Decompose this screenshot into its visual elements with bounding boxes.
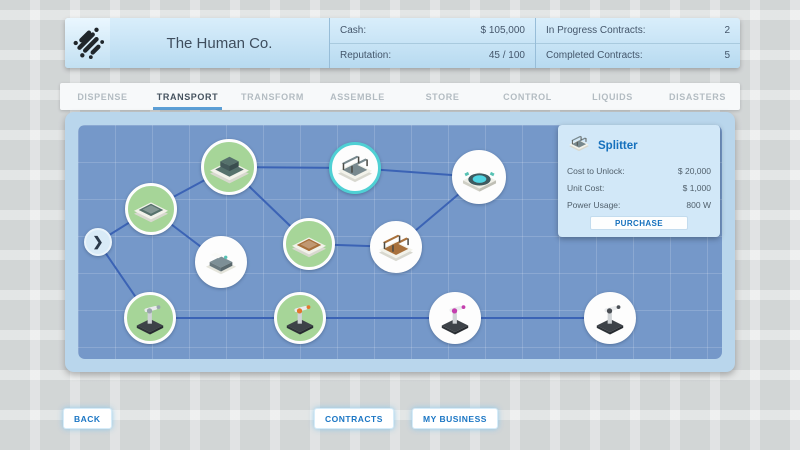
splitter-icon (375, 230, 417, 264)
tech-node-splitter2[interactable] (370, 221, 422, 273)
cash-row: Cash: $ 105,000 (330, 18, 535, 43)
completed-contracts-value: 5 (724, 50, 730, 62)
unit-cost-value: $ 1,000 (682, 182, 711, 193)
tab-store[interactable]: STORE (425, 91, 460, 102)
tab-control[interactable]: CONTROL (503, 91, 552, 102)
company-name: The Human Co. (110, 18, 330, 68)
company-logo (65, 18, 110, 68)
completed-contracts-row: Completed Contracts: 5 (536, 42, 740, 69)
tab-transform[interactable]: TRANSFORM (241, 91, 304, 102)
tech-node-machine1[interactable] (195, 236, 247, 288)
power-usage-label: Power Usage: (567, 199, 621, 210)
tech-node-arm3[interactable] (429, 292, 481, 344)
robot-arm-icon (129, 301, 171, 335)
reputation-value: 45 / 100 (488, 50, 525, 62)
tech-node-belt2[interactable] (201, 139, 257, 195)
power-usage-row: Power Usage: 800 W (567, 196, 711, 213)
back-button[interactable]: BACK (64, 409, 111, 428)
contracts-button[interactable]: CONTRACTS (315, 409, 393, 428)
tab-liquids[interactable]: LIQUIDS (592, 91, 633, 102)
unit-cost-label: Unit Cost: (567, 182, 605, 193)
machine-info-panel: Splitter Cost to Unlock: $ 20,000 Unit C… (558, 125, 720, 237)
tab-dispense[interactable]: DISPENSE (77, 91, 128, 102)
splitter-icon (334, 151, 376, 185)
in-progress-contracts-value: 2 (724, 24, 730, 36)
power-usage-value: 800 W (686, 199, 711, 210)
cash-reputation-panel: Cash: $ 105,000 Reputation: 45 / 100 (330, 18, 535, 68)
tech-node-splitter[interactable] (329, 142, 381, 194)
tab-transport[interactable]: TRANSPORT (145, 83, 230, 110)
machine-name: Splitter (598, 139, 638, 152)
machine-icon (200, 245, 242, 279)
purchase-button[interactable]: PURCHASE (590, 216, 688, 230)
in-progress-contracts-label: In Progress Contracts: (546, 24, 646, 36)
tech-node-arm2[interactable] (274, 292, 326, 344)
in-progress-contracts-row: In Progress Contracts: 2 (536, 18, 740, 43)
unit-cost-row: Unit Cost: $ 1,000 (567, 179, 711, 196)
conveyor-arch-icon (207, 149, 252, 186)
header-bar: The Human Co. Cash: $ 105,000 Reputation… (65, 18, 740, 68)
tab-disasters[interactable]: DISASTERS (669, 91, 726, 102)
cost-to-unlock-label: Cost to Unlock: (567, 165, 625, 176)
conveyor-icon (288, 227, 330, 261)
machine-info-header: Splitter (567, 133, 711, 158)
cost-to-unlock-row: Cost to Unlock: $ 20,000 (567, 162, 711, 179)
splitter-icon (567, 133, 591, 158)
dots-diamond-logo (73, 27, 104, 60)
contracts-panel: In Progress Contracts: 2 Completed Contr… (535, 18, 740, 68)
reputation-label: Reputation: (340, 50, 392, 62)
robot-arm-icon (279, 301, 321, 335)
tech-node-arm1[interactable] (124, 292, 176, 344)
completed-contracts-label: Completed Contracts: (546, 50, 643, 62)
turntable-icon (458, 160, 501, 195)
robot-arm-icon (589, 301, 631, 335)
my-business-button[interactable]: MY BUSINESS (413, 409, 497, 428)
tech-node-start[interactable]: ❯ (84, 228, 112, 256)
cash-label: Cash: (340, 24, 367, 36)
tech-node-belt1[interactable] (125, 183, 177, 235)
cash-value: $ 105,000 (480, 24, 526, 36)
robot-arm-icon (434, 301, 476, 335)
reputation-row: Reputation: 45 / 100 (330, 42, 535, 69)
conveyor-icon (130, 192, 172, 226)
tech-node-arm4[interactable] (584, 292, 636, 344)
tech-node-turntable[interactable] (452, 150, 506, 204)
tech-node-belt3[interactable] (283, 218, 335, 270)
cost-to-unlock-value: $ 20,000 (677, 165, 711, 176)
tab-assemble[interactable]: ASSEMBLE (330, 91, 385, 102)
category-tabs: DISPENSE TRANSPORT TRANSFORM ASSEMBLE ST… (60, 83, 740, 110)
